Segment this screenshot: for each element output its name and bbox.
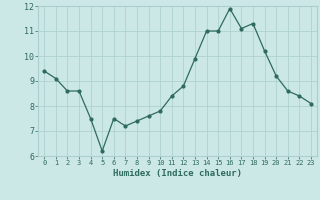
X-axis label: Humidex (Indice chaleur): Humidex (Indice chaleur) (113, 169, 242, 178)
